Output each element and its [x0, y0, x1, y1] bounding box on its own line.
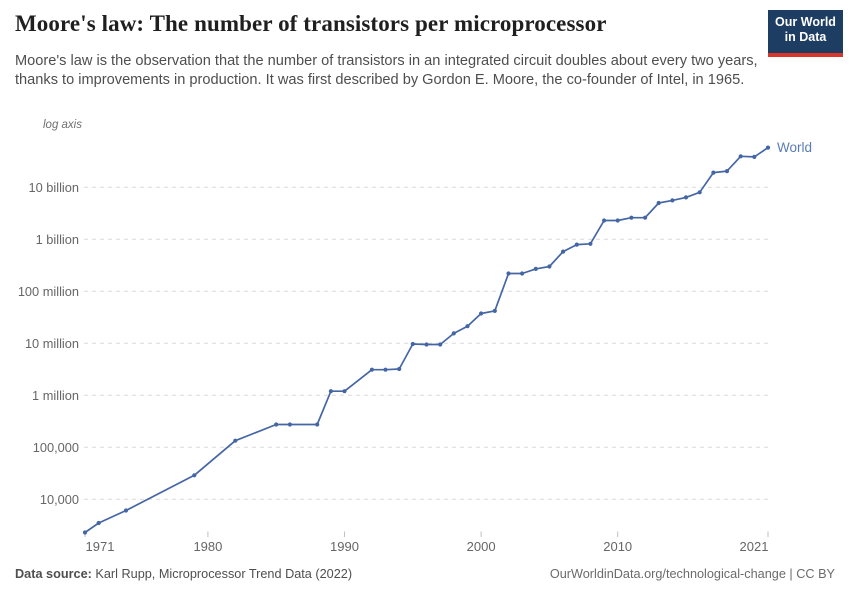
- data-point-1997[interactable]: [438, 342, 443, 347]
- log-axis-label: log axis: [43, 119, 82, 131]
- data-point-1993[interactable]: [383, 367, 388, 372]
- owid-logo-line1: Our World: [775, 15, 836, 29]
- y-tick-label: 1 billion: [36, 232, 79, 247]
- x-tick-label: 2021: [740, 539, 769, 554]
- data-source-label: Data source:: [15, 567, 92, 581]
- data-point-1988[interactable]: [315, 422, 320, 427]
- data-point-2016[interactable]: [697, 190, 702, 195]
- data-point-1986[interactable]: [287, 422, 292, 427]
- data-point-1972[interactable]: [96, 520, 101, 526]
- data-point-1992[interactable]: [369, 367, 374, 372]
- attribution-link[interactable]: OurWorldinData.org/technological-change …: [549, 567, 835, 581]
- series-label-world[interactable]: World: [777, 140, 813, 155]
- data-point-1979[interactable]: [192, 473, 197, 478]
- data-point-2010[interactable]: [615, 218, 620, 223]
- data-point-2020[interactable]: [752, 154, 757, 159]
- data-point-1999[interactable]: [465, 324, 470, 329]
- data-source-note: Data source: Karl Rupp, Microprocessor T…: [15, 567, 352, 581]
- data-point-2006[interactable]: [561, 249, 566, 254]
- data-point-2013[interactable]: [656, 200, 661, 206]
- y-tick-label: 1 million: [32, 388, 79, 403]
- data-point-1995[interactable]: [410, 341, 415, 347]
- data-point-1989[interactable]: [328, 389, 333, 394]
- y-tick-label: 10 million: [25, 336, 79, 351]
- chart-subtitle: Moore's law is the observation that the …: [15, 53, 758, 88]
- y-tick-label: 100 million: [18, 284, 79, 299]
- data-point-1971[interactable]: [82, 530, 88, 535]
- data-point-2007[interactable]: [574, 242, 579, 247]
- data-point-2011[interactable]: [629, 215, 634, 220]
- chart-footer: Data source: Karl Rupp, Microprocessor T…: [15, 567, 835, 581]
- data-point-1985[interactable]: [274, 422, 279, 427]
- data-point-2015[interactable]: [683, 195, 689, 200]
- x-tick-label: 1990: [330, 539, 359, 554]
- data-point-2003[interactable]: [520, 271, 525, 276]
- data-point-2019[interactable]: [738, 154, 743, 159]
- x-tick-label: 1971: [86, 539, 115, 554]
- data-source-text: Karl Rupp, Microprocessor Trend Data (20…: [91, 567, 353, 581]
- data-point-1996[interactable]: [424, 342, 429, 347]
- x-tick-label: 2000: [467, 539, 496, 554]
- data-point-2002[interactable]: [506, 271, 511, 276]
- trend-line-world[interactable]: [84, 146, 769, 534]
- data-point-1998[interactable]: [451, 331, 456, 336]
- data-point-2001[interactable]: [492, 308, 497, 313]
- data-point-2009[interactable]: [602, 218, 607, 223]
- y-tick-label: 10 billion: [28, 180, 79, 195]
- owid-logo: Our World in Data: [768, 10, 843, 57]
- x-tick-label: 1980: [193, 539, 222, 554]
- owid-logo-line2: in Data: [784, 30, 827, 44]
- data-point-2008[interactable]: [588, 241, 593, 246]
- data-point-2021[interactable]: [765, 145, 771, 150]
- data-point-2004[interactable]: [533, 266, 538, 271]
- data-point-1994[interactable]: [397, 366, 402, 372]
- data-point-2000[interactable]: [479, 311, 484, 316]
- page-title: Moore's law: The number of transistors p…: [15, 11, 607, 36]
- data-point-2018[interactable]: [724, 169, 730, 174]
- data-point-1990[interactable]: [342, 389, 347, 394]
- data-point-2005[interactable]: [547, 264, 552, 269]
- x-tick-label: 2010: [603, 539, 632, 554]
- data-point-2014[interactable]: [670, 198, 675, 203]
- data-point-1982[interactable]: [233, 438, 238, 443]
- y-tick-label: 100,000: [33, 440, 79, 455]
- y-tick-label: 10,000: [40, 492, 79, 507]
- data-point-1974[interactable]: [123, 508, 129, 513]
- data-point-2017[interactable]: [711, 170, 716, 175]
- data-point-2012[interactable]: [643, 215, 648, 220]
